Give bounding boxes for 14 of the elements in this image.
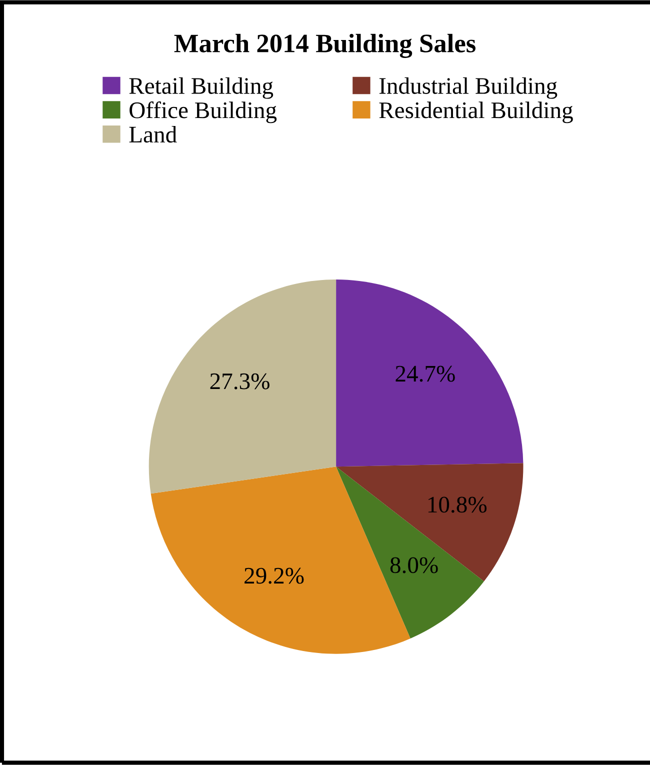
data-label: 10.8% xyxy=(428,496,487,513)
legend-label: Retail Building xyxy=(129,77,274,99)
pie-slice xyxy=(336,463,524,582)
pie-slice xyxy=(148,279,336,494)
legend-label: Industrial Building xyxy=(379,77,558,99)
data-label: 27.3% xyxy=(210,373,270,390)
legend-label: Land xyxy=(129,126,177,143)
pie-slice xyxy=(336,279,524,467)
chart-title: March 2014 Building Sales xyxy=(174,34,476,58)
data-label: 24.7% xyxy=(396,366,455,382)
data-label: 8.0% xyxy=(390,557,438,574)
legend-label: Office Building xyxy=(130,101,277,124)
data-label: 29.2% xyxy=(244,568,304,584)
legend-label: Residential Building xyxy=(379,102,573,124)
